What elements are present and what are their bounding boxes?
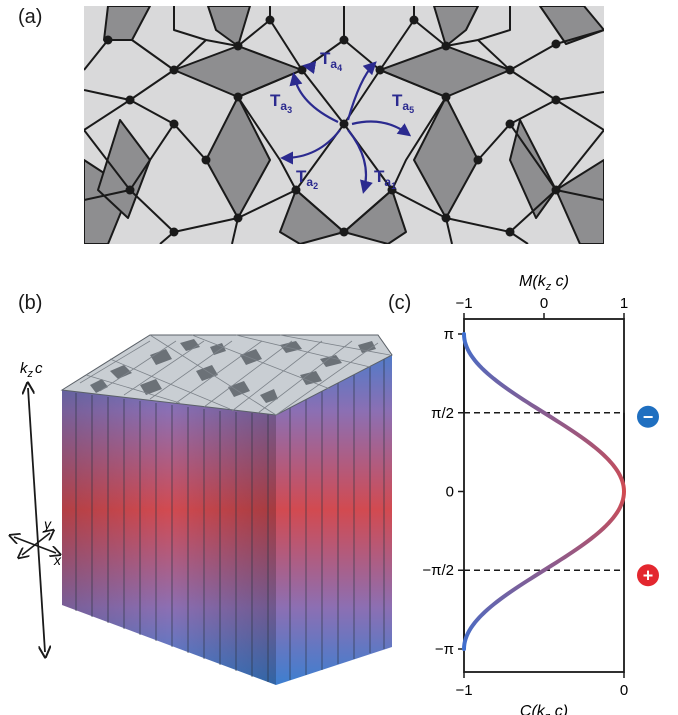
- minus-badge: [637, 405, 659, 428]
- y-tick-label-3: −π/2: [422, 562, 454, 579]
- series-curve: [462, 332, 627, 651]
- panel-c-chart: π π/2 0 −π/2 −π −1 0 1 −1 0 M(kz c) C(kz c) − +: [422, 275, 659, 715]
- minus-badge-label: −: [643, 407, 654, 427]
- operator-label-a2: Ta2: [296, 167, 318, 191]
- panel-a-tiling: Ta4 Ta5 Ta3 Ta2 Ta1: [84, 6, 604, 244]
- operator-label-a1: Ta1: [374, 167, 396, 191]
- column-edges: [75, 359, 385, 682]
- xy-axes: [14, 533, 56, 555]
- y-tick-label-4: −π: [435, 641, 454, 658]
- y-tick-label-2: 0: [446, 484, 454, 501]
- tile-vertices: [103, 15, 561, 237]
- operator-label-a4: Ta4: [320, 49, 342, 73]
- bottom-tick-label-0: −1: [455, 682, 472, 699]
- rotation-arrows: [280, 61, 412, 194]
- operator-label-a5: Ta5: [392, 91, 414, 115]
- y-tick-label-0: π: [444, 326, 454, 343]
- panel-c-label: (c): [388, 292, 412, 314]
- operator-labels: Ta4 Ta5 Ta3 Ta2 Ta1: [270, 49, 414, 191]
- top-tick-label-0: −1: [455, 295, 472, 312]
- bottom-axis-title: C(kz c): [520, 703, 568, 715]
- plus-badge-label: +: [643, 565, 654, 585]
- top-tick-label-1: 0: [540, 295, 548, 312]
- top-tick-label-2: 1: [620, 295, 628, 312]
- kz-axis-label: kz c: [20, 360, 43, 380]
- column-block: [60, 334, 393, 685]
- panel-b-label: (b): [18, 292, 43, 314]
- panel-a-label: (a): [18, 6, 43, 28]
- top-axis-title: M(kz c): [519, 275, 569, 293]
- plus-badge: [637, 564, 659, 587]
- top-face-grid: [79, 334, 391, 416]
- panel-b-columns: kz c x y: [0, 334, 393, 685]
- y-tick-label-1: π/2: [431, 405, 454, 422]
- kz-axis-arrow: [28, 388, 45, 652]
- bottom-tick-label-1: 0: [620, 682, 628, 699]
- operator-label-a3: Ta3: [270, 91, 292, 115]
- penrose-tiles: [84, 6, 604, 244]
- y-axis-label: y: [43, 516, 52, 532]
- x-axis-label: x: [53, 552, 62, 568]
